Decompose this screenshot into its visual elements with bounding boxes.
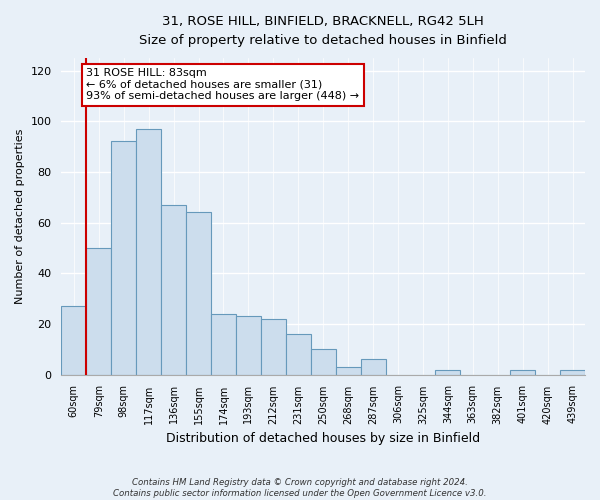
Bar (186, 212, 211, 374)
Bar (261, 319, 286, 374)
Bar (286, 334, 311, 374)
Bar (161, 205, 186, 374)
Text: 31 ROSE HILL: 83sqm
← 6% of detached houses are smaller (31)
93% of semi-detache: 31 ROSE HILL: 83sqm ← 6% of detached hou… (86, 68, 359, 101)
Bar (136, 129, 161, 374)
Bar (86, 248, 111, 374)
Bar (361, 360, 386, 374)
Bar (436, 370, 460, 374)
Text: Contains HM Land Registry data © Crown copyright and database right 2024.
Contai: Contains HM Land Registry data © Crown c… (113, 478, 487, 498)
Bar (560, 370, 585, 374)
Bar (61, 306, 86, 374)
Bar (510, 370, 535, 374)
Bar (211, 314, 236, 374)
X-axis label: Distribution of detached houses by size in Binfield: Distribution of detached houses by size … (166, 432, 480, 445)
Bar (111, 142, 136, 374)
Bar (311, 349, 335, 374)
Y-axis label: Number of detached properties: Number of detached properties (15, 128, 25, 304)
Bar (236, 316, 261, 374)
Bar (335, 367, 361, 374)
Title: 31, ROSE HILL, BINFIELD, BRACKNELL, RG42 5LH
Size of property relative to detach: 31, ROSE HILL, BINFIELD, BRACKNELL, RG42… (139, 15, 507, 47)
